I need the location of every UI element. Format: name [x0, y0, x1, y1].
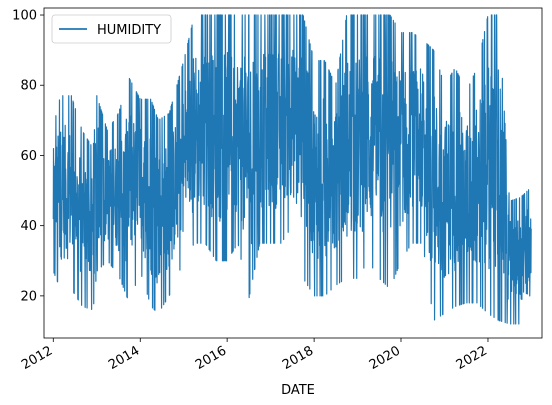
x-tick-label: 2014	[106, 343, 142, 373]
x-tick-label: 2018	[280, 343, 316, 373]
x-tick-label: 2016	[193, 343, 229, 373]
humidity-series-line	[52, 14, 532, 325]
legend-label-humidity: HUMIDITY	[97, 23, 161, 38]
y-tick-label: 80	[20, 79, 37, 94]
x-tick-label: 2020	[367, 343, 403, 373]
y-tick-label: 40	[20, 219, 37, 234]
legend: HUMIDITY	[51, 14, 172, 44]
x-tick-label: 2012	[19, 343, 55, 373]
y-tick-label: 60	[20, 149, 37, 164]
x-axis-label: DATE	[281, 383, 315, 398]
plot-frame	[43, 7, 543, 339]
x-tick-label: 2022	[454, 343, 490, 373]
series-layer	[52, 14, 532, 325]
y-tick-label: 20	[20, 289, 37, 304]
legend-box	[51, 14, 172, 44]
y-tick-label: 100	[12, 9, 37, 24]
